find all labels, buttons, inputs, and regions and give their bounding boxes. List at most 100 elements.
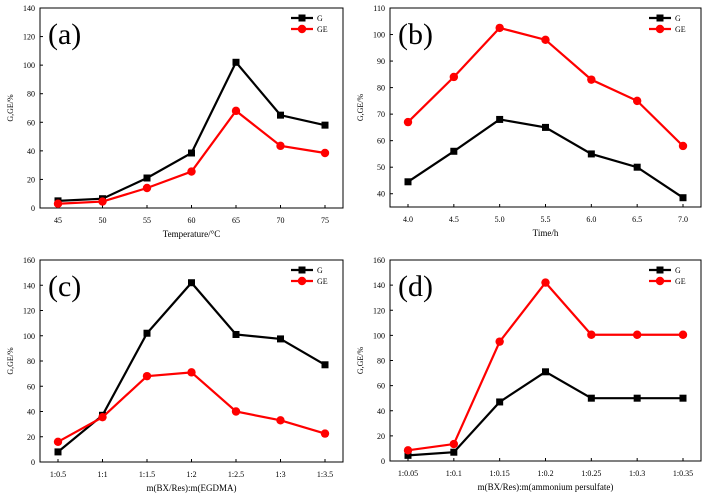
series-line-g <box>407 118 684 199</box>
panel-label: (d) <box>398 270 433 303</box>
data-point-g <box>633 394 641 402</box>
data-point-ge <box>53 199 63 208</box>
data-point-g <box>633 163 641 171</box>
data-point-g <box>450 448 458 456</box>
data-point-ge <box>495 23 504 33</box>
plot-frame <box>39 7 344 209</box>
data-point-g <box>277 335 284 343</box>
x-tick-label: 1:2.5 <box>228 470 244 479</box>
y-tick-label: 20 <box>377 432 385 441</box>
series-line-g <box>57 60 326 202</box>
data-point-g <box>542 123 549 131</box>
legend-marker-g <box>298 266 306 274</box>
y-tick-label: 160 <box>373 256 385 265</box>
x-tick-label: 1:0.05 <box>398 469 418 478</box>
data-point-ge <box>231 407 241 416</box>
data-point-g <box>496 115 504 123</box>
y-tick-label: 100 <box>23 332 35 341</box>
y-tick-label: 40 <box>377 190 385 199</box>
legend-label-ge: GE <box>317 277 328 286</box>
data-point-ge <box>678 330 688 339</box>
data-point-ge <box>187 368 196 377</box>
legend-marker-ge <box>655 276 665 286</box>
x-tick-label: 1:0.2 <box>537 469 553 478</box>
y-tick-label: 90 <box>377 57 385 66</box>
x-tick-label: 1:0.25 <box>581 469 601 478</box>
data-point-ge <box>98 197 107 206</box>
y-tick-label: 0 <box>381 457 385 466</box>
plot-frame <box>389 259 702 462</box>
x-tick-label: 1:3 <box>275 470 285 479</box>
data-point-g <box>321 361 329 369</box>
data-point-g <box>404 451 412 459</box>
x-axis-label: m(BX/Res):m(ammonium persulfate) <box>478 482 614 492</box>
x-tick-label: 1:3.5 <box>317 470 333 479</box>
x-tick-label: 7.0 <box>678 215 688 224</box>
legend-marker-ge <box>297 24 307 34</box>
panel-label: (c) <box>48 270 81 303</box>
x-axis-label: Temperature/°C <box>163 229 220 239</box>
y-tick-label: 60 <box>377 137 385 146</box>
data-point-ge <box>276 416 285 425</box>
data-point-g <box>679 194 687 202</box>
data-point-ge <box>320 429 330 438</box>
y-tick-label: 100 <box>23 61 35 70</box>
x-tick-label: 65 <box>232 216 240 225</box>
y-tick-label: 140 <box>373 281 385 290</box>
legend-marker-g <box>656 14 664 22</box>
data-point-ge <box>276 141 285 151</box>
y-axis-label: G,GE/% <box>6 347 15 375</box>
y-tick-label: 20 <box>27 433 35 442</box>
y-axis-label: G,GE/% <box>356 347 365 375</box>
x-tick-label: 4.0 <box>403 215 413 224</box>
data-point-g <box>143 174 151 182</box>
x-tick-label: 1:0.1 <box>446 469 462 478</box>
series-line-g <box>57 281 326 453</box>
data-point-g <box>277 111 284 119</box>
data-point-g <box>496 398 504 406</box>
data-point-ge <box>678 141 688 151</box>
data-point-g <box>188 149 195 157</box>
data-point-ge <box>632 330 642 339</box>
data-point-ge <box>541 278 550 287</box>
y-tick-label: 40 <box>27 147 35 156</box>
chart-panel-c: 0 20 40 60 80 100 120 140 160 1:0.5 1:1 1:1.5 1:2 1:2… <box>6 256 344 493</box>
plot-frame <box>39 259 344 463</box>
legend-marker-ge <box>655 24 665 34</box>
y-tick-label: 100 <box>373 31 385 40</box>
series-line-g <box>407 370 683 457</box>
x-tick-label: 5.0 <box>495 215 505 224</box>
series-line-ge <box>407 280 683 452</box>
data-point-g <box>450 147 458 155</box>
data-point-g <box>542 368 549 376</box>
y-tick-label: 140 <box>23 4 35 13</box>
legend-label-g: G <box>675 266 681 275</box>
y-tick-label: 50 <box>377 163 385 172</box>
y-tick-label: 80 <box>27 90 35 99</box>
x-tick-label: 1:0.3 <box>629 469 645 478</box>
y-tick-label: 60 <box>27 118 35 127</box>
y-tick-label: 40 <box>27 408 35 417</box>
y-tick-label: 20 <box>27 175 35 184</box>
x-tick-label: 45 <box>54 216 62 225</box>
data-point-ge <box>403 446 413 455</box>
y-tick-label: 60 <box>27 382 35 391</box>
data-point-g <box>188 279 195 287</box>
legend-label-ge: GE <box>675 25 686 34</box>
data-point-g <box>679 394 687 402</box>
x-tick-label: 1:1 <box>97 470 107 479</box>
data-point-ge <box>142 183 152 193</box>
data-point-ge <box>187 167 196 176</box>
data-point-g <box>232 330 240 338</box>
data-point-ge <box>142 371 152 381</box>
x-tick-label: 1:0.5 <box>50 470 66 479</box>
data-point-ge <box>449 72 459 82</box>
data-point-ge <box>53 437 63 446</box>
x-tick-label: 5.5 <box>541 215 551 224</box>
legend-label-g: G <box>675 14 681 23</box>
legend-label-g: G <box>317 14 323 23</box>
x-tick-label: 60 <box>188 216 196 225</box>
x-tick-label: 1:1.5 <box>139 470 155 479</box>
y-tick-label: 0 <box>31 204 35 213</box>
